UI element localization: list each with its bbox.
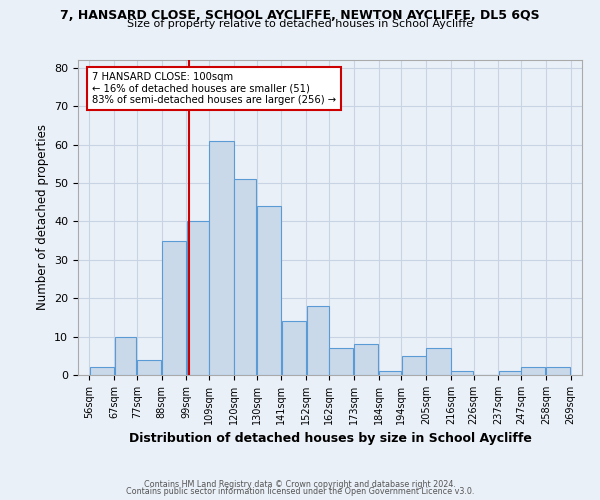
Bar	[521, 368, 545, 375]
Bar	[307, 306, 329, 375]
Bar	[427, 348, 451, 375]
Bar	[257, 206, 281, 375]
Bar	[546, 368, 571, 375]
Bar	[209, 140, 233, 375]
Bar	[282, 321, 306, 375]
Bar	[354, 344, 378, 375]
Bar	[401, 356, 426, 375]
Bar	[187, 222, 209, 375]
Text: 7 HANSARD CLOSE: 100sqm
← 16% of detached houses are smaller (51)
83% of semi-de: 7 HANSARD CLOSE: 100sqm ← 16% of detache…	[92, 72, 335, 104]
Bar	[379, 371, 401, 375]
Text: 7, HANSARD CLOSE, SCHOOL AYCLIFFE, NEWTON AYCLIFFE, DL5 6QS: 7, HANSARD CLOSE, SCHOOL AYCLIFFE, NEWTO…	[60, 9, 540, 22]
Bar	[234, 179, 256, 375]
Bar	[89, 368, 114, 375]
Bar	[137, 360, 161, 375]
Text: Contains HM Land Registry data © Crown copyright and database right 2024.: Contains HM Land Registry data © Crown c…	[144, 480, 456, 489]
Bar	[499, 371, 521, 375]
Bar	[451, 371, 473, 375]
Text: Contains public sector information licensed under the Open Government Licence v3: Contains public sector information licen…	[126, 487, 474, 496]
Bar	[162, 240, 186, 375]
X-axis label: Distribution of detached houses by size in School Aycliffe: Distribution of detached houses by size …	[128, 432, 532, 446]
Bar	[115, 336, 136, 375]
Text: Size of property relative to detached houses in School Aycliffe: Size of property relative to detached ho…	[127, 19, 473, 29]
Y-axis label: Number of detached properties: Number of detached properties	[35, 124, 49, 310]
Bar	[329, 348, 353, 375]
